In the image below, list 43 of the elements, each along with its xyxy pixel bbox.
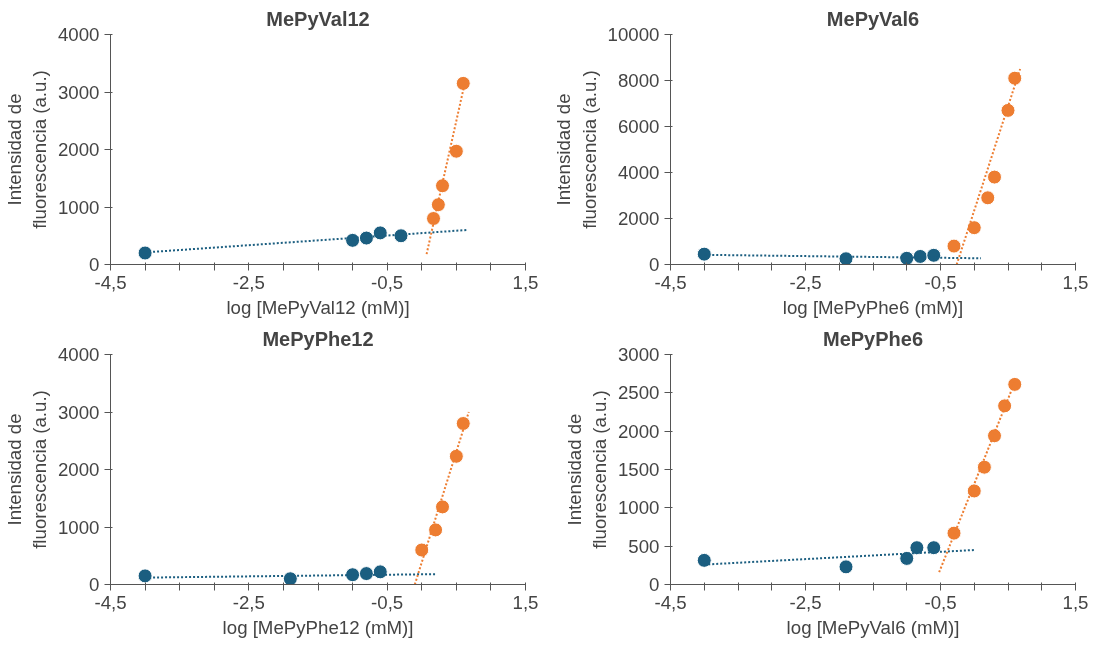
x-tick-label: -2,5 xyxy=(789,591,822,613)
x-tick-label: 1,5 xyxy=(1062,271,1089,293)
y-axis-title: Intensidad de fluorescencia (a.u.) xyxy=(3,70,50,229)
y-tick-label: 4000 xyxy=(618,162,660,183)
y-tick-label: 2500 xyxy=(618,382,660,404)
y-tick-label: 8000 xyxy=(618,70,660,91)
x-tick-label: -2,5 xyxy=(789,271,822,293)
chart-title: MePyPhe6 xyxy=(822,327,924,350)
y-tick-label: 2000 xyxy=(618,208,660,229)
y-tick-label: 500 xyxy=(628,535,660,557)
y-tick-label: 2000 xyxy=(58,139,100,160)
y-tick-label: 2000 xyxy=(58,459,100,480)
y-axis-title: Intensidad de fluorescencia (a.u.) xyxy=(3,390,50,549)
y-tick-label: 1500 xyxy=(618,459,660,480)
x-axis-title: log [MePyPhe12 (mM)] xyxy=(222,616,414,638)
y-tick-label: 2000 xyxy=(618,420,660,442)
x-tick-label: -0,5 xyxy=(924,591,957,613)
y-tick-label: 1000 xyxy=(58,516,100,538)
y-axis-title: Intensidad de fluorescencia (a.u.) xyxy=(563,390,610,549)
x-tick-label: 1,5 xyxy=(1062,591,1089,613)
x-tick-label: 1,5 xyxy=(512,271,539,293)
y-tick-label: 3000 xyxy=(58,401,100,423)
y-tick-label: 3000 xyxy=(618,344,660,365)
y-tick-label: 1000 xyxy=(58,196,100,218)
y-tick-label: 6000 xyxy=(618,116,660,137)
chart-title: MePyVal6 xyxy=(826,7,920,30)
x-tick-label: -0,5 xyxy=(371,591,404,613)
x-axis-title: log [MePyVal12 (mM)] xyxy=(226,296,410,318)
y-tick-label: 4000 xyxy=(58,24,100,45)
y-tick-label: 10000 xyxy=(607,24,660,45)
y-tick-label: 4000 xyxy=(58,344,100,365)
chart-title: MePyPhe12 xyxy=(262,327,374,350)
x-axis-title: log [MePyVal6 (mM)] xyxy=(786,616,960,638)
y-tick-label: 3000 xyxy=(58,81,100,103)
x-axis-title: log [MePyPhe6 (mM)] xyxy=(782,296,964,318)
y-tick-label: 1000 xyxy=(618,497,660,519)
chart-title: MePyVal12 xyxy=(266,7,370,30)
x-tick-label: -0,5 xyxy=(371,271,404,293)
x-tick-label: -2,5 xyxy=(232,271,265,293)
x-tick-label: -0,5 xyxy=(924,271,957,293)
x-tick-label: -2,5 xyxy=(232,591,265,613)
y-axis-title: Intensidad de fluorescencia (a.u.) xyxy=(553,70,600,229)
x-tick-label: 1,5 xyxy=(512,591,539,613)
